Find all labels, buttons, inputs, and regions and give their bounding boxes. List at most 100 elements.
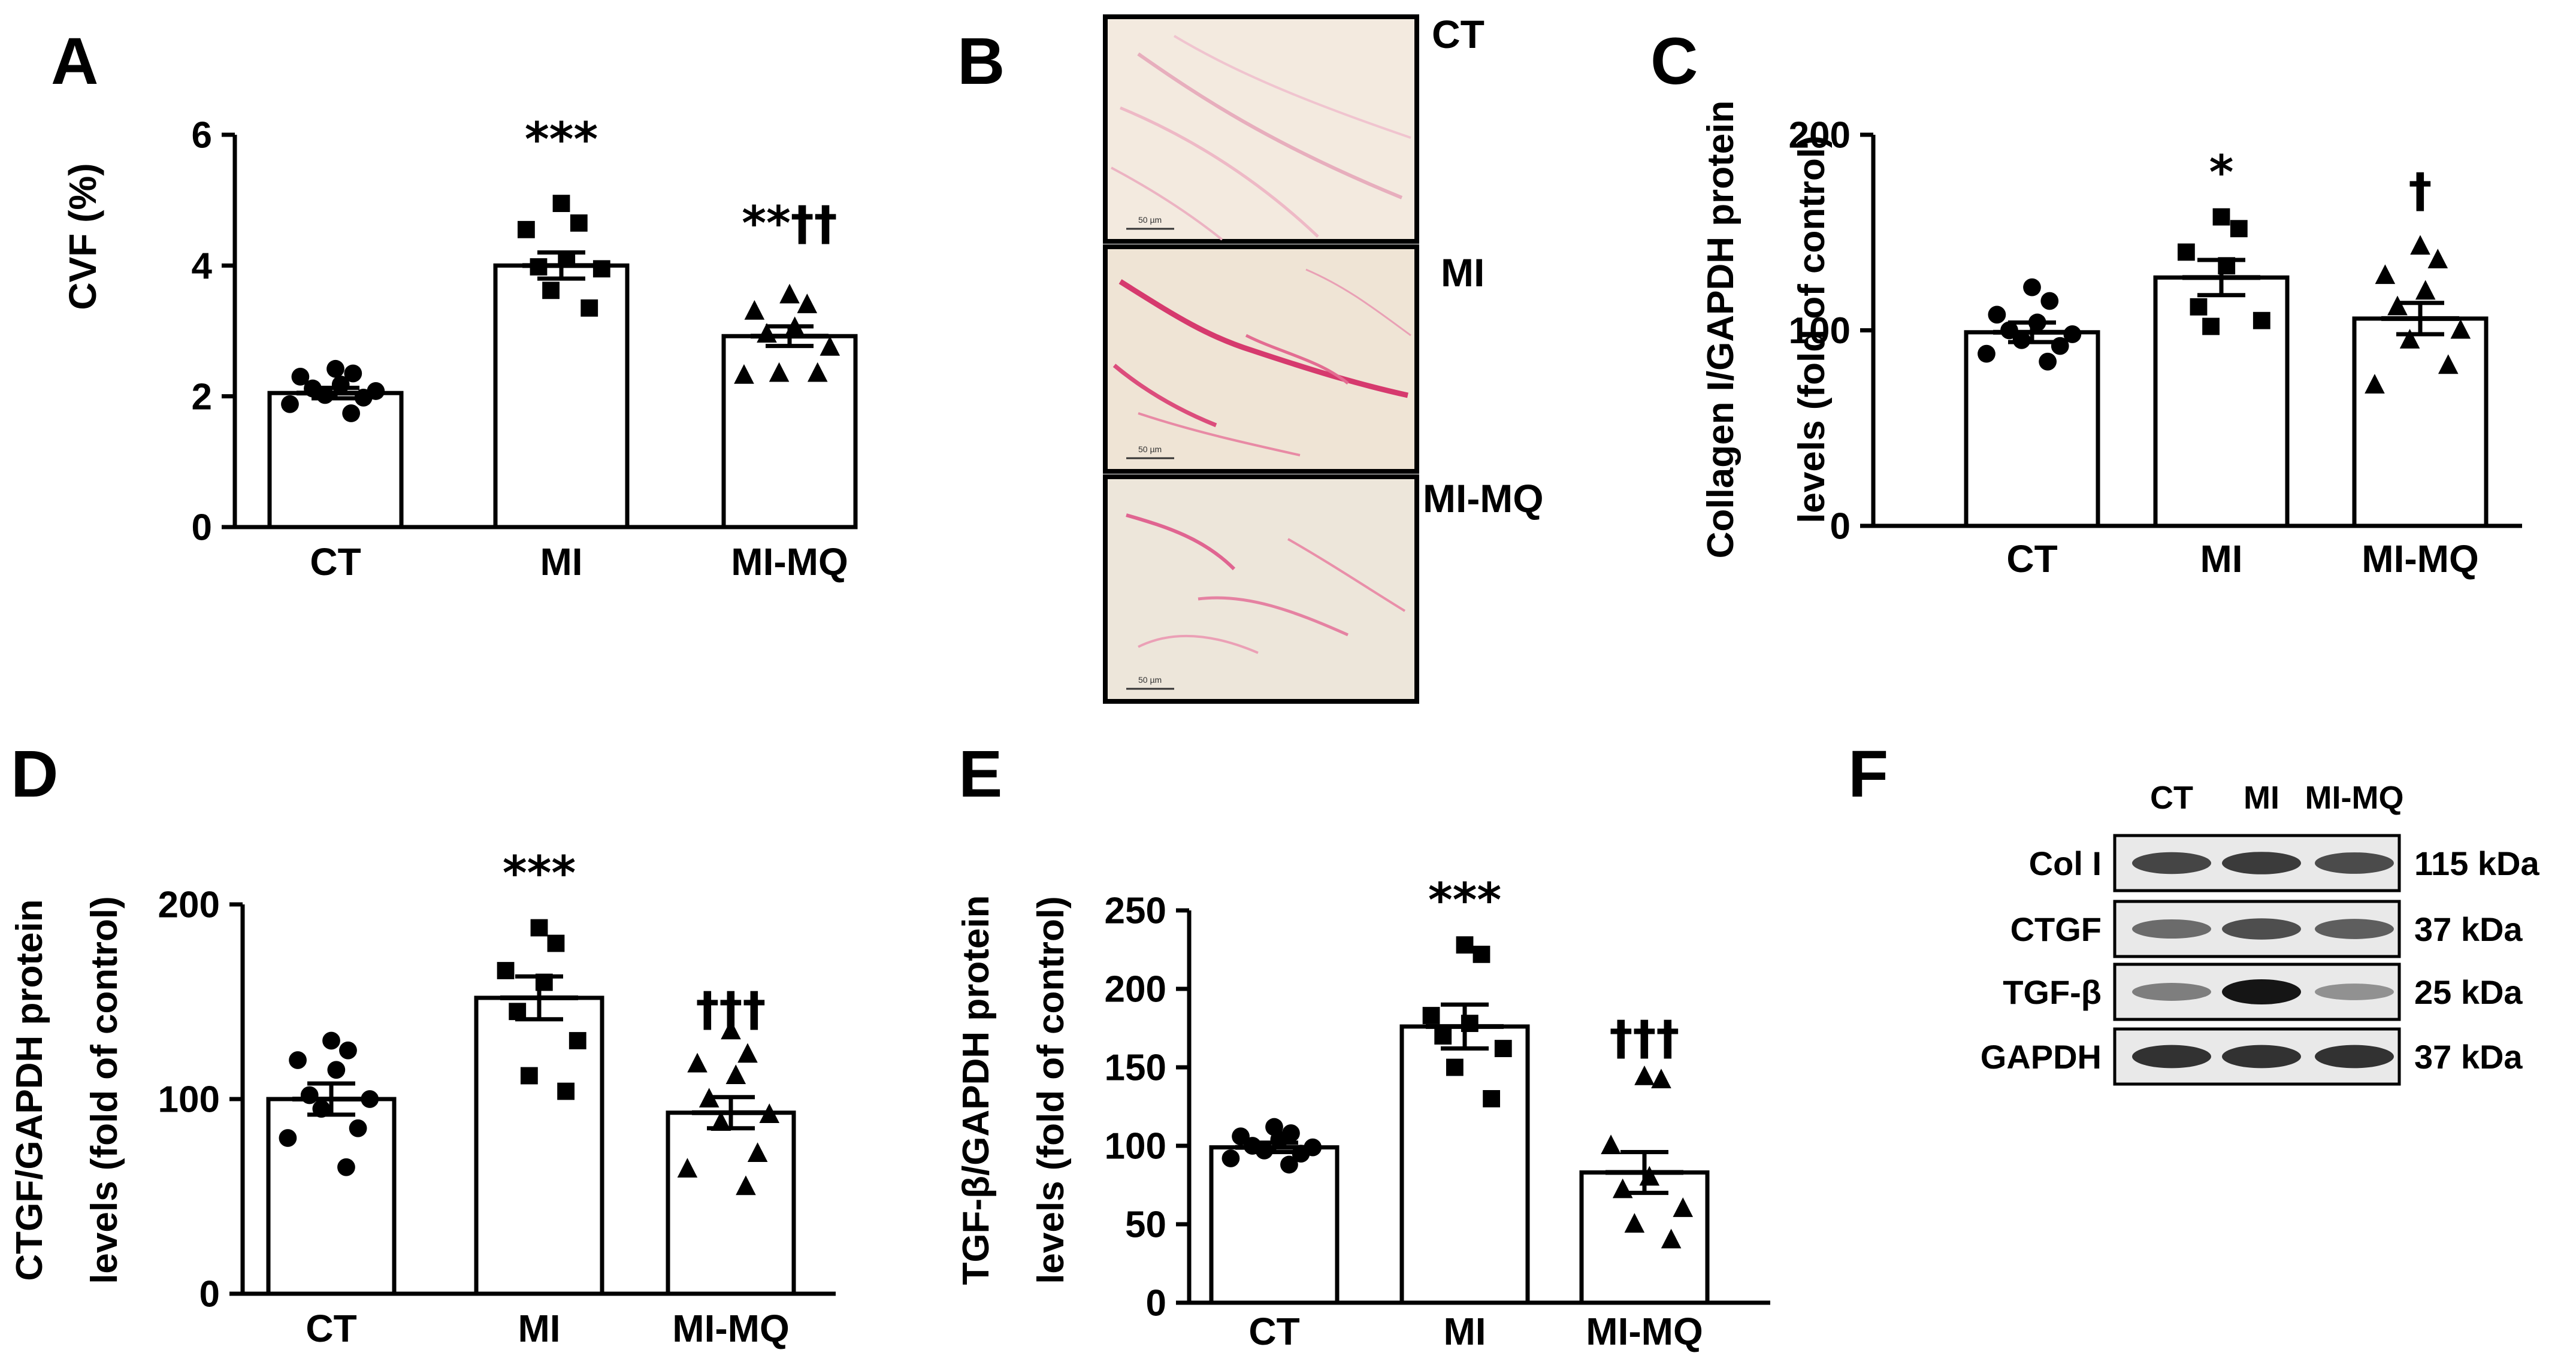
- data-point: [557, 1082, 575, 1100]
- data-point: [2212, 208, 2230, 226]
- blot-band: [2222, 979, 2301, 1004]
- data-point: [1473, 945, 1490, 963]
- lane-label-mi: MI: [2244, 780, 2279, 816]
- y-tick-label: 100: [158, 1079, 220, 1121]
- protein-label: Col I: [2029, 845, 2102, 882]
- bar: [266, 1097, 397, 1296]
- data-point: [1661, 1228, 1682, 1249]
- data-point: [289, 1051, 307, 1069]
- bar: [1399, 1024, 1530, 1305]
- scale-bar-label: 50 µm: [1138, 215, 1162, 225]
- data-point: [721, 1019, 741, 1040]
- data-point: [2012, 331, 2031, 349]
- data-point: [542, 282, 560, 299]
- y-tick-label: 250: [1105, 891, 1166, 932]
- panel-letter-a: A: [51, 25, 98, 98]
- data-point: [779, 283, 800, 304]
- data-point: [552, 195, 570, 213]
- data-point: [547, 934, 565, 952]
- histology-image-ct: 50 µm CT: [1103, 12, 1484, 244]
- molecular-weight-label: 37 kDa: [2414, 1038, 2523, 1076]
- y-tick-label: 100: [1789, 310, 1851, 352]
- y-tick-label: 0: [1146, 1283, 1166, 1324]
- data-point: [349, 1119, 367, 1137]
- data-point: [759, 1103, 780, 1124]
- significance-label: †††: [1610, 1012, 1680, 1066]
- data-point: [1434, 1027, 1452, 1045]
- data-point: [354, 388, 373, 407]
- blot-band: [2315, 1045, 2394, 1069]
- category-label: MI-MQ: [2362, 537, 2479, 580]
- category-label: CT: [2006, 537, 2057, 580]
- data-point: [2427, 249, 2448, 268]
- histology-label-ct: CT: [1432, 12, 1484, 56]
- data-point: [558, 250, 576, 268]
- data-point: [2028, 313, 2046, 332]
- data-point: [530, 258, 548, 276]
- histology-image-mi: 50 µm MI: [1103, 244, 1484, 474]
- data-point: [1601, 1134, 1621, 1155]
- data-point: [1461, 1015, 1479, 1033]
- bar: [267, 391, 404, 529]
- data-point: [316, 386, 334, 404]
- panel-letter-e: E: [959, 737, 1002, 811]
- significance-label: *: [2209, 146, 2234, 200]
- data-point: [687, 1052, 708, 1073]
- category-label: MI: [1443, 1310, 1486, 1353]
- y-tick-label: 2: [192, 376, 212, 417]
- data-point: [327, 1061, 346, 1079]
- chart-cvf: CVF (%) 0 2 4 6 CT MI *** MI-MQ **††: [61, 113, 858, 583]
- data-point: [326, 359, 344, 378]
- category-label: MI-MQ: [731, 540, 848, 583]
- y-tick-label: 0: [199, 1274, 220, 1315]
- data-point: [2000, 321, 2018, 340]
- data-point: [570, 214, 588, 232]
- lane-label-ct: CT: [2150, 780, 2193, 816]
- western-blot: CT MI MI-MQ Col I 115 kDa CTGF 37 kDa TGF-β 2…: [1981, 780, 2539, 1086]
- data-point: [2040, 292, 2059, 310]
- data-point: [820, 336, 840, 356]
- protein-label: GAPDH: [1981, 1038, 2102, 1076]
- data-point: [331, 376, 350, 394]
- data-point: [342, 404, 361, 422]
- data-point: [1639, 1166, 1660, 1186]
- data-point: [300, 1086, 319, 1104]
- chart-tgf-beta: TGF-β/GAPDH protein levels (fold of cont…: [956, 874, 1770, 1353]
- data-point: [1255, 1141, 1274, 1160]
- data-point: [2438, 354, 2459, 374]
- category-label: MI: [540, 540, 582, 583]
- y-axis-title-line-1: TGF-β/GAPDH protein: [956, 895, 997, 1285]
- y-axis-title-line-2: levels (fold of control): [84, 896, 125, 1284]
- panel-letter-c: C: [1650, 25, 1698, 98]
- blot-row: CTGF 37 kDa: [2010, 900, 2523, 958]
- data-point: [734, 364, 754, 384]
- blot-row: TGF-β 25 kDa: [2003, 963, 2523, 1021]
- data-point: [497, 962, 515, 979]
- y-axis-title-line-2: levels (fold of control): [1791, 135, 1833, 523]
- y-tick-label: 200: [158, 885, 220, 926]
- data-point: [337, 1158, 355, 1176]
- data-point: [744, 300, 765, 320]
- data-point: [2415, 280, 2436, 300]
- blot-band: [2315, 983, 2394, 1000]
- data-point: [517, 220, 535, 238]
- histology-panel: 50 µm CT 50 µm MI 50 µm MI-MQ: [1103, 12, 1544, 704]
- data-point: [1280, 1155, 1298, 1174]
- data-point: [281, 395, 299, 413]
- y-tick-label: 200: [1105, 969, 1166, 1010]
- data-point: [784, 316, 805, 337]
- y-tick-label: 100: [1105, 1126, 1166, 1167]
- data-point: [1483, 1090, 1501, 1107]
- y-tick-label: 0: [192, 507, 212, 549]
- data-point: [699, 1088, 719, 1108]
- category-label: MI-MQ: [1586, 1310, 1703, 1353]
- blot-band: [2132, 1045, 2211, 1069]
- data-point: [1270, 1130, 1289, 1149]
- data-point: [2230, 220, 2248, 238]
- y-tick-label: 0: [1830, 506, 1851, 547]
- panel-letter-b: B: [957, 25, 1005, 98]
- significance-label: **††: [742, 197, 837, 251]
- panel-letter-d: D: [11, 737, 58, 811]
- data-point: [1651, 1069, 1671, 1088]
